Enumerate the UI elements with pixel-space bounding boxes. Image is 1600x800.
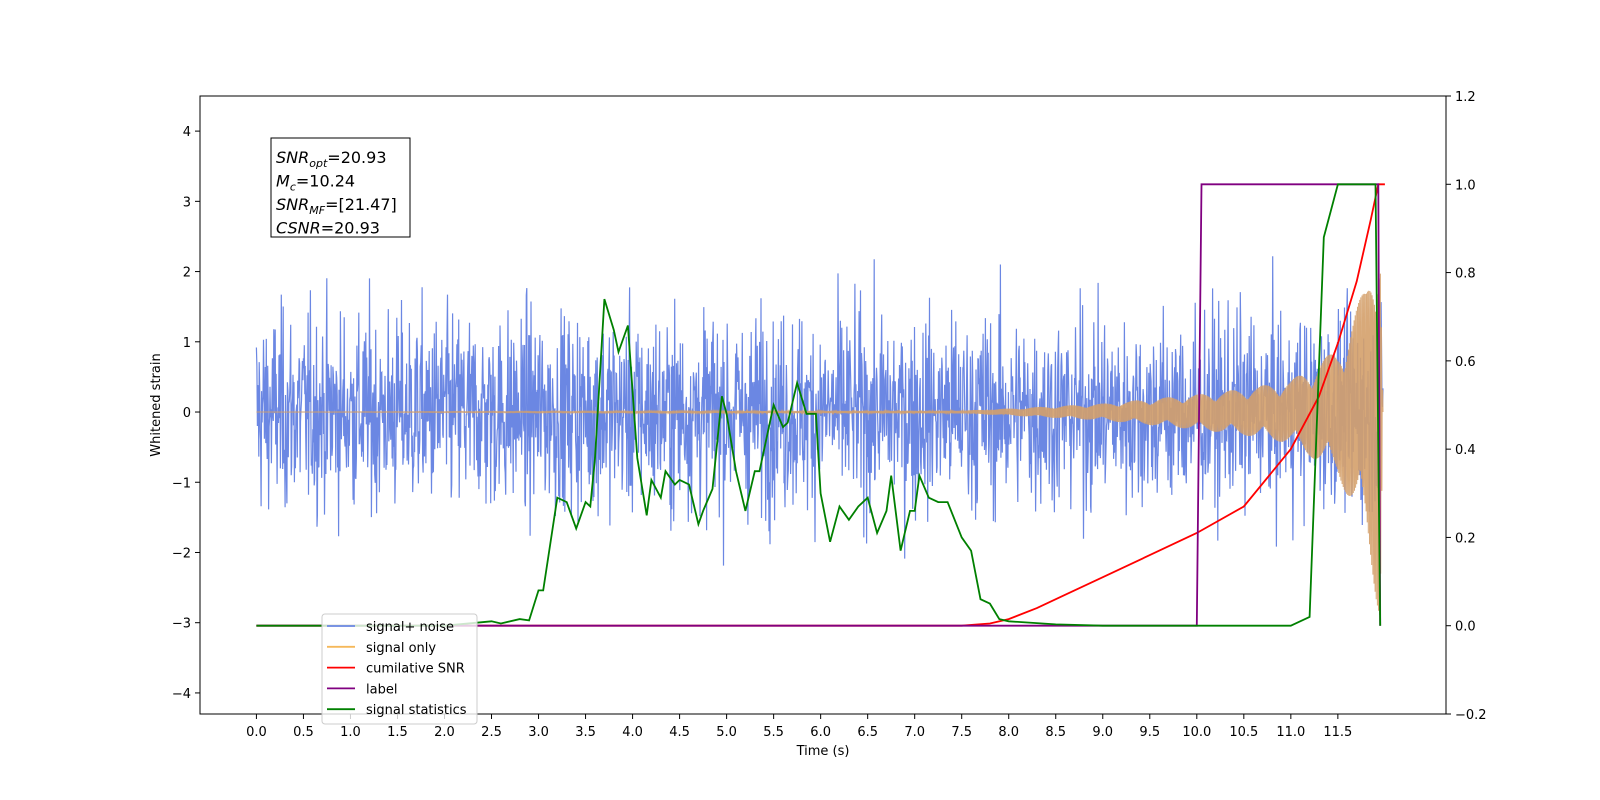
y-right-tick-label: 0.2 — [1455, 531, 1476, 546]
y-axis-left-label: Whitened strain — [149, 353, 164, 456]
x-tick-label: 8.5 — [1045, 725, 1066, 740]
annotation-sub: c — [290, 181, 296, 194]
y-right-tick-label: 1.2 — [1455, 90, 1476, 105]
series-line-label — [256, 183, 1382, 627]
y-axis-left: −4 −3 −2 −1 0 1 2 3 4 — [172, 125, 200, 702]
annotation-box: SNRopt=20.93Mc=10.24SNRMF=[21.47]CSNR=20… — [270, 137, 411, 238]
y-axis-right: −0.2 0.0 0.2 0.4 0.6 0.8 1.0 1.2 — [1446, 90, 1487, 723]
legend-label: signal+ noise — [366, 620, 454, 635]
annotation-value: =[21.47] — [325, 195, 397, 214]
y-right-tick-label: 0.0 — [1455, 620, 1476, 635]
x-tick-label: 4.5 — [669, 725, 690, 740]
x-tick-label: 1.0 — [340, 725, 361, 740]
annotation-sub: opt — [309, 157, 328, 170]
x-tick-label: 7.0 — [904, 725, 925, 740]
y-left-tick-label: 1 — [183, 336, 191, 351]
y-right-tick-label: −0.2 — [1455, 708, 1487, 723]
y-right-tick-label: 0.6 — [1455, 355, 1476, 370]
x-tick-label: 0.5 — [293, 725, 314, 740]
annotation-line: SNRMF=[21.47] — [276, 195, 397, 217]
annotation-line: SNRopt=20.93 — [276, 148, 387, 170]
x-tick-label: 5.0 — [716, 725, 737, 740]
annotation-frame — [270, 137, 411, 238]
y-right-tick-label: 1.0 — [1455, 178, 1476, 193]
x-tick-label: 11.5 — [1323, 725, 1352, 740]
x-tick-label: 3.0 — [528, 725, 549, 740]
y-left-tick-label: 2 — [183, 266, 191, 281]
y-left-tick-label: −3 — [172, 617, 191, 632]
annotation-line: Mc=10.24 — [276, 172, 355, 194]
series-line-signal-only — [256, 273, 1384, 615]
x-tick-label: 10.5 — [1229, 725, 1258, 740]
x-tick-label: 5.5 — [763, 725, 784, 740]
x-tick-label: 11.0 — [1276, 725, 1305, 740]
x-axis-label: Time (s) — [796, 744, 850, 759]
legend: signal+ noise signal only cumilative SNR la… — [321, 613, 478, 725]
x-tick-label: 10.0 — [1182, 725, 1211, 740]
x-tick-label: 7.5 — [951, 725, 972, 740]
annotation-value: =20.93 — [321, 219, 380, 238]
x-tick-label: 3.5 — [575, 725, 596, 740]
x-tick-label: 9.5 — [1139, 725, 1160, 740]
x-axis: 0.0 0.5 1.0 1.5 2.0 2.5 3.0 3.5 4.0 4.5 5.0 5.5 6.0 6… — [246, 714, 1352, 740]
y-left-tick-label: 3 — [183, 195, 191, 210]
legend-label: label — [366, 682, 397, 697]
y-left-tick-label: 4 — [183, 125, 191, 140]
annotation-value: =20.93 — [327, 148, 386, 167]
annotation-value: =10.24 — [296, 172, 355, 191]
annotation-sub: MF — [309, 204, 325, 217]
annotation-name: M — [276, 172, 290, 191]
y-left-tick-label: −1 — [172, 476, 191, 491]
x-tick-label: 9.0 — [1092, 725, 1113, 740]
x-tick-label: 2.5 — [481, 725, 502, 740]
y-right-tick-label: 0.8 — [1455, 267, 1476, 282]
x-tick-label: 1.5 — [387, 725, 408, 740]
annotation-name: SNR — [276, 148, 309, 167]
x-tick-label: 4.0 — [622, 725, 643, 740]
y-right-tick-label: 0.4 — [1455, 443, 1476, 458]
y-left-tick-label: −2 — [172, 546, 191, 561]
legend-label: cumilative SNR — [366, 662, 465, 677]
x-tick-label: 0.0 — [246, 725, 267, 740]
y-left-tick-label: −4 — [172, 687, 191, 702]
annotation-line: CSNR=20.93 — [276, 219, 380, 238]
series-layer — [255, 183, 1385, 627]
x-tick-label: 6.5 — [857, 725, 878, 740]
annotation-name: CSNR — [276, 219, 321, 238]
plot-frame — [199, 95, 1447, 715]
legend-label: signal only — [366, 641, 436, 656]
y-left-tick-label: 0 — [183, 406, 191, 421]
series-line-signal-statistics — [256, 183, 1382, 627]
x-tick-label: 6.0 — [810, 725, 831, 740]
x-tick-label: 8.0 — [998, 725, 1019, 740]
annotation-name: SNR — [276, 195, 309, 214]
x-tick-label: 2.0 — [434, 725, 455, 740]
legend-label: signal statistics — [366, 703, 467, 718]
legend-frame — [321, 613, 478, 725]
